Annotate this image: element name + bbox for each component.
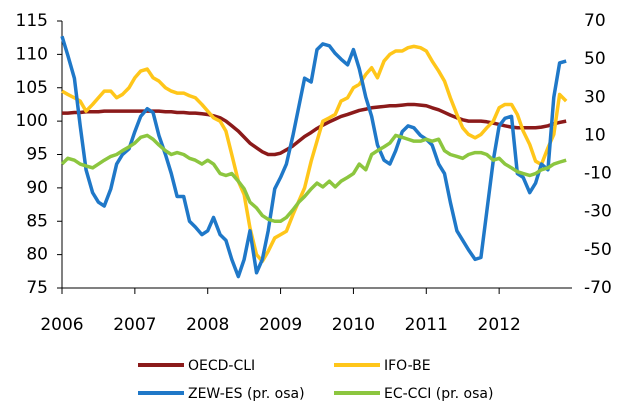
legend-label: EC-CCI (pr. osa) (384, 386, 493, 402)
series-line (60, 35, 567, 279)
x-tick-label: 2008 (186, 315, 229, 335)
y2-tick-label: 70 (584, 11, 606, 31)
y2-tick-label: 10 (584, 125, 606, 145)
x-tick-label: 2012 (478, 315, 521, 335)
y2-tick-label: -50 (584, 240, 612, 260)
y-tick-label: 105 (16, 78, 48, 98)
x-tick-label: 2011 (405, 315, 448, 335)
x-tick-label: 2007 (113, 315, 156, 335)
y-tick-label: 85 (26, 211, 48, 231)
y-tick-label: 95 (26, 145, 48, 165)
y-tick-label: 100 (16, 111, 48, 131)
y-tick-label: 115 (16, 11, 48, 31)
x-tick-label: 2009 (259, 315, 302, 335)
y-tick-label: 90 (26, 178, 48, 198)
y2-tick-label: -10 (584, 164, 612, 184)
y2-tick-label: -30 (584, 202, 612, 222)
series-line (61, 44, 568, 264)
y-tick-label: 75 (26, 278, 48, 298)
x-tick-label: 2010 (332, 315, 375, 335)
y-tick-label: 80 (26, 245, 48, 265)
series-line (60, 133, 567, 223)
legend-label: ZEW-ES (pr. osa) (188, 386, 305, 402)
y2-tick-label: 30 (584, 87, 606, 107)
legend-label: IFO-BE (384, 358, 431, 374)
x-tick-label: 2006 (40, 315, 83, 335)
legend-label: OECD-CLI (188, 358, 255, 374)
y2-tick-label: -70 (584, 278, 612, 298)
y2-tick-label: 50 (584, 49, 606, 69)
y-tick-label: 110 (16, 44, 48, 64)
